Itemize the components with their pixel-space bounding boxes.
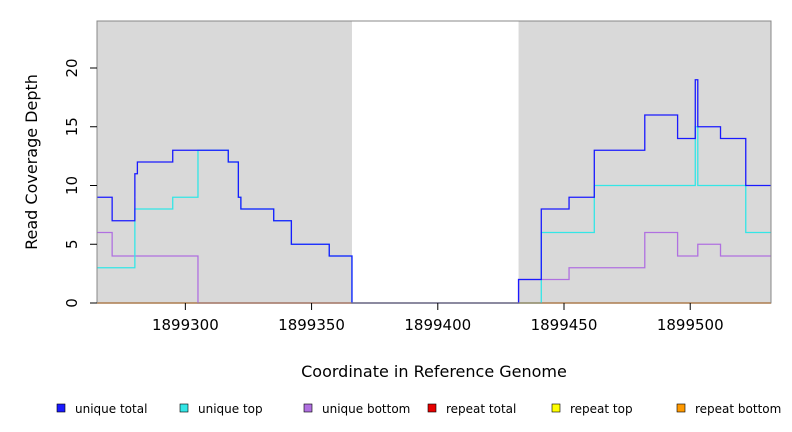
plot-frame xyxy=(96,20,772,304)
legend-label: unique top xyxy=(198,402,263,416)
legend-swatch xyxy=(551,403,561,413)
y-tick-label: 5 xyxy=(63,239,81,249)
legend-label: repeat bottom xyxy=(695,402,781,416)
legend-swatch xyxy=(427,403,437,413)
legend-label: repeat top xyxy=(570,402,633,416)
axes-layer: 0 5 10 15 20 1899300 1899350 1899400 1899450 1899… xyxy=(63,20,772,334)
series-line-unique-bottom xyxy=(97,231,771,304)
x-tick-label: 1899450 xyxy=(531,316,598,334)
y-tick-label: 10 xyxy=(63,176,81,195)
x-tick-label: 1899500 xyxy=(657,316,724,334)
y-axis-title: Read Coverage Depth xyxy=(22,74,41,250)
legend-label: repeat total xyxy=(446,402,516,416)
y-tick-label: 0 xyxy=(63,298,81,308)
x-tick-label: 1899350 xyxy=(278,316,345,334)
legend-label: unique total xyxy=(75,402,147,416)
legend: unique total unique top unique bottom repea… xyxy=(56,402,781,416)
y-tick-label: 20 xyxy=(63,58,81,77)
y-tick-label: 15 xyxy=(63,117,81,136)
x-tick-label: 1899400 xyxy=(404,316,471,334)
legend-swatch xyxy=(676,403,686,413)
legend-swatch xyxy=(56,403,66,413)
legend-swatch xyxy=(179,403,189,413)
legend-label: unique bottom xyxy=(322,402,410,416)
x-tick-label: 1899300 xyxy=(152,316,219,334)
x-axis-title: Coordinate in Reference Genome xyxy=(301,362,567,381)
legend-swatch xyxy=(303,403,313,413)
series-line-unique-total xyxy=(97,79,771,304)
